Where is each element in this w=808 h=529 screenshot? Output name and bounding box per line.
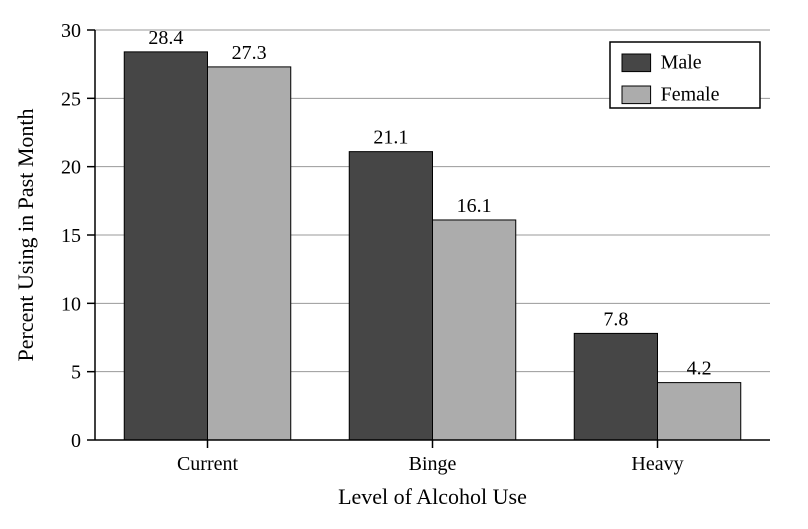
y-tick-label: 5 (71, 362, 81, 384)
legend-label: Male (661, 52, 702, 74)
bar-value-label: 28.4 (148, 27, 183, 49)
chart-container: 0 5 10 15 20 25 30 28.4 27.3 Current 21.1 16.1 Binge… (0, 0, 808, 529)
x-axis-label: Level of Alcohol Use (338, 484, 527, 509)
y-tick-label: 25 (61, 88, 81, 110)
bar (574, 333, 657, 440)
bar (208, 67, 291, 440)
bar-value-label: 7.8 (603, 308, 628, 330)
legend-swatch (622, 54, 651, 72)
y-axis-label: Percent Using in Past Month (13, 109, 38, 362)
y-tick-label: 0 (71, 430, 81, 452)
legend-label: Female (661, 84, 720, 106)
bar-value-label: 4.2 (687, 358, 712, 380)
bar-chart: 0 5 10 15 20 25 30 28.4 27.3 Current 21.1 16.1 Binge… (0, 0, 808, 529)
bar (124, 52, 207, 440)
legend-swatch (622, 86, 651, 104)
y-tick-label: 10 (61, 293, 81, 315)
x-tick-label: Heavy (631, 453, 683, 475)
y-tick-label: 15 (61, 225, 81, 247)
bar (433, 220, 516, 440)
bar-value-label: 21.1 (373, 127, 408, 149)
y-tick-label: 30 (61, 20, 81, 42)
y-tick-label: 20 (61, 157, 81, 179)
x-tick-label: Binge (409, 453, 457, 475)
bar (349, 152, 432, 440)
bar-value-label: 16.1 (457, 195, 492, 217)
bar (658, 383, 741, 440)
bar-value-label: 27.3 (232, 42, 267, 64)
x-tick-label: Current (177, 453, 239, 475)
